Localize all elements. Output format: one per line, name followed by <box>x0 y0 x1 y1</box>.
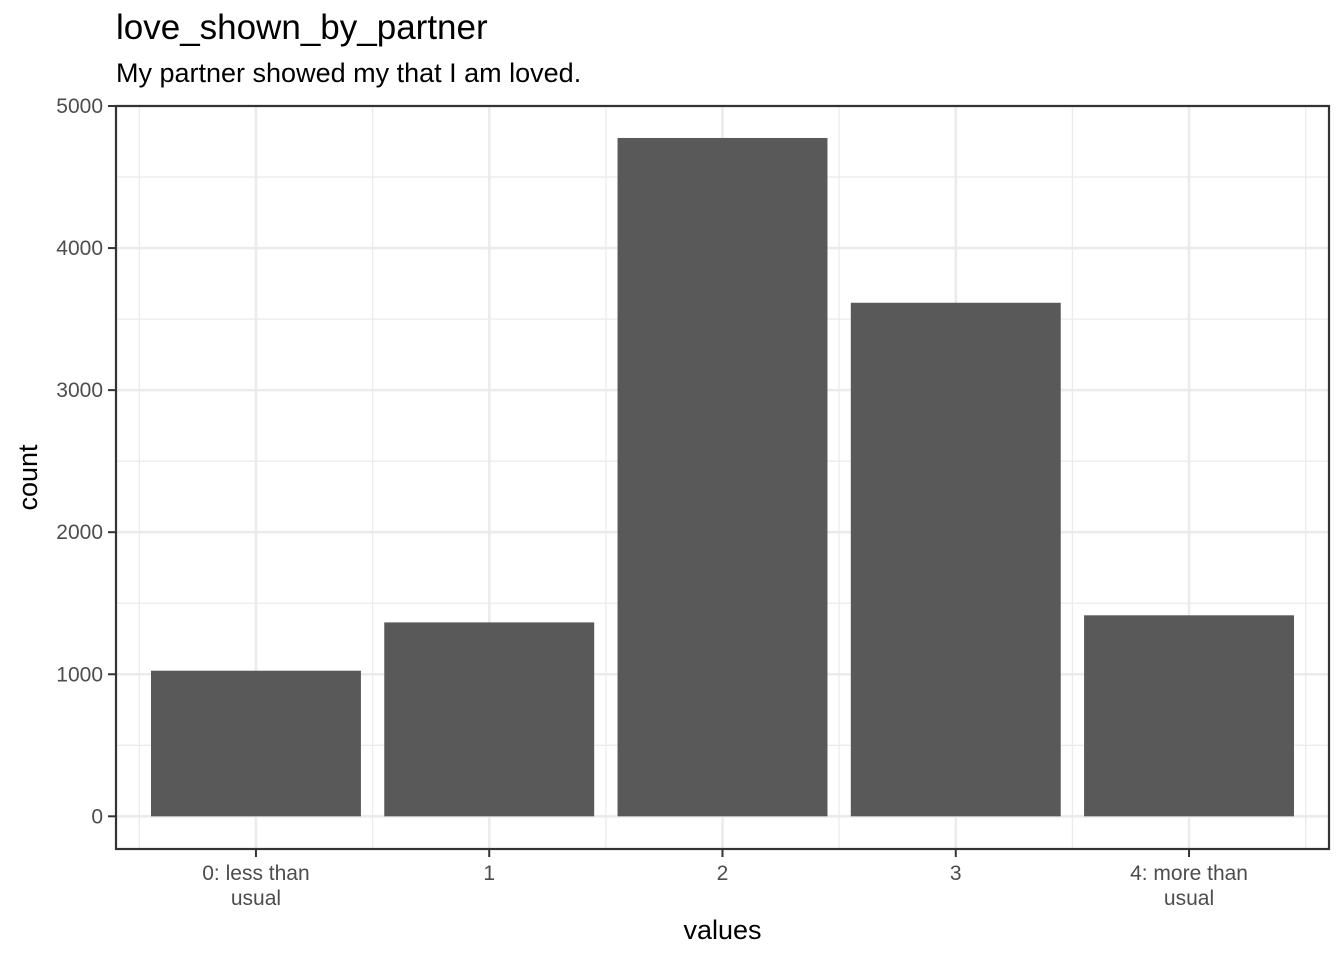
x-tick-label: 4: more than usual <box>1130 862 1248 910</box>
x-tick-label: 1 <box>483 862 495 885</box>
x-axis: 0: less than usual 1 2 3 4: more than usual <box>202 849 1248 910</box>
bar <box>1084 615 1295 817</box>
y-axis: 0 1000 2000 3000 4000 5000 <box>56 95 116 828</box>
y-axis-title: count <box>13 444 43 511</box>
bar <box>384 622 595 817</box>
y-tick-label: 2000 <box>56 521 103 544</box>
chart-subtitle: My partner showed my that I am loved. <box>116 58 582 88</box>
x-axis-title: values <box>683 915 761 945</box>
y-tick-label: 5000 <box>56 95 103 118</box>
y-tick-label: 3000 <box>56 379 103 402</box>
x-tick-label: 2 <box>717 862 729 885</box>
bar <box>850 302 1061 817</box>
bar <box>150 670 361 817</box>
x-tick-label: 3 <box>950 862 962 885</box>
y-tick-label: 0 <box>91 805 103 828</box>
bar <box>617 137 828 817</box>
chart-title: love_shown_by_partner <box>116 8 488 47</box>
y-tick-label: 4000 <box>56 237 103 260</box>
y-tick-label: 1000 <box>56 663 103 686</box>
bars <box>150 137 1295 817</box>
x-tick-label: 0: less than usual <box>202 862 309 910</box>
